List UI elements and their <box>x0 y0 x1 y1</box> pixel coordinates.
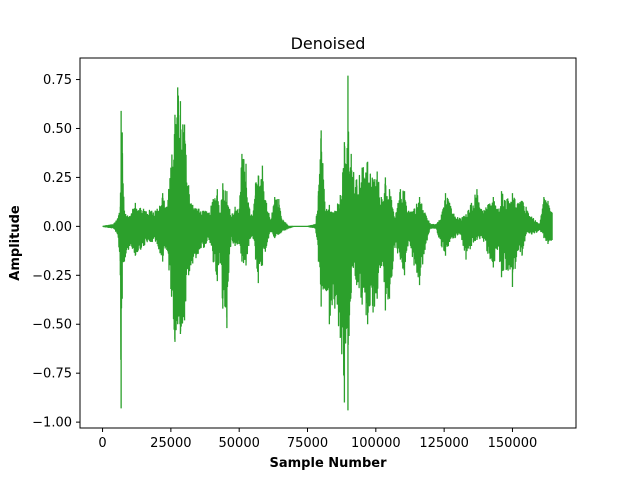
y-tick-label: 0.75 <box>43 73 72 88</box>
waveform-series-line <box>102 75 553 411</box>
x-tick-label: 25000 <box>150 436 191 451</box>
y-tick-label: 0.50 <box>43 122 72 137</box>
plot-area <box>102 75 553 411</box>
y-tick-label: −0.75 <box>32 367 72 382</box>
x-tick-label: 125000 <box>419 436 469 451</box>
y-axis-ticks: −1.00 −0.75 −0.50 −0.25 0.00 0.25 0.50 0.75 <box>32 73 80 431</box>
x-tick-label: 150000 <box>488 436 538 451</box>
y-axis-label: Amplitude <box>8 205 23 281</box>
x-tick-label: 0 <box>98 436 106 451</box>
y-tick-label: 0.25 <box>43 171 72 186</box>
y-tick-label: −0.25 <box>32 269 72 284</box>
x-tick-label: 50000 <box>219 436 260 451</box>
axes-frame <box>79 57 577 429</box>
x-tick-label: 100000 <box>351 436 401 451</box>
y-tick-label: 0.00 <box>43 220 72 235</box>
x-axis-ticks: 0 25000 50000 75000 100000 125000 150000 <box>98 428 537 451</box>
x-tick-label: 75000 <box>287 436 328 451</box>
chart-title: Denoised <box>291 34 366 53</box>
y-tick-label: −1.00 <box>32 416 72 431</box>
y-tick-label: −0.50 <box>32 318 72 333</box>
series-layer <box>102 75 553 411</box>
x-axis-label: Sample Number <box>270 456 388 471</box>
